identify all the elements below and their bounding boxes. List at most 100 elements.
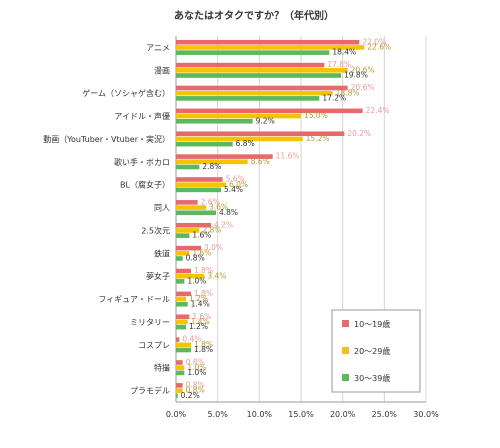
bar [176, 50, 330, 55]
category-label: 漫画 [154, 65, 170, 75]
category-label: 夢女子 [146, 271, 170, 281]
bar [176, 90, 333, 96]
bar [176, 154, 273, 159]
data-label: 20.6% [351, 83, 375, 92]
data-label: 3.6% [209, 203, 228, 212]
bar [176, 205, 206, 210]
category-label: 2.5次元 [141, 225, 170, 235]
data-label: 20.6% [351, 65, 375, 74]
bar [176, 324, 186, 330]
data-label: 22.4% [366, 106, 390, 115]
data-label: 9.2% [256, 116, 275, 125]
bar [176, 291, 191, 297]
bar [176, 108, 363, 114]
data-label: 18.8% [336, 88, 360, 97]
bar [176, 314, 190, 320]
data-label: 20.2% [347, 129, 371, 138]
data-label: 8.6% [251, 157, 270, 166]
category-label: 動画（YouTuber・Vtuber・実況） [43, 134, 170, 144]
x-tick-label: 20.0% [330, 410, 356, 419]
bar [176, 296, 186, 302]
bar [176, 182, 226, 187]
x-tick-label: 10.0% [247, 410, 273, 419]
bar [176, 200, 198, 205]
data-label: 1.2% [189, 322, 208, 331]
data-label: 5.6% [226, 175, 245, 184]
bar [176, 273, 205, 279]
data-label: 0.8% [186, 254, 205, 263]
data-label: 1.2% [189, 294, 208, 303]
data-label: 17.2% [322, 93, 346, 102]
legend: 10〜19歳 20〜29歳 30〜39歳 [331, 309, 421, 393]
bar [176, 245, 201, 251]
data-label: 1.8% [194, 340, 213, 349]
bar [176, 118, 253, 124]
category-label: 特撮 [154, 363, 170, 373]
category-label: ミリタリー [130, 318, 170, 327]
data-label: 1.0% [187, 363, 206, 372]
category-label: プラモデル [130, 386, 170, 396]
data-label: 19.8% [344, 71, 368, 80]
data-label: 6.8% [236, 139, 255, 148]
data-label: 2.8% [202, 162, 221, 171]
chart-title: あなたはオタクですか？（年代別） [174, 9, 334, 22]
bar [176, 360, 183, 365]
bar [176, 251, 190, 256]
category-label: 同人 [154, 204, 170, 213]
bar [176, 268, 191, 274]
bar [176, 136, 303, 142]
data-label: 5.4% [224, 185, 243, 194]
category-label: アニメ [146, 43, 170, 52]
category-label: 鉄道 [154, 248, 170, 258]
data-label: 1.4% [191, 317, 210, 326]
category-label: BL（腐女子） [120, 180, 170, 190]
legend-entry: 20〜29歳 [354, 346, 390, 356]
data-label: 4.2% [214, 220, 233, 229]
bar [176, 131, 345, 137]
data-label: 1.8% [194, 345, 213, 354]
data-label: 1.6% [192, 312, 211, 321]
data-label: 6.0% [229, 180, 248, 189]
data-label: 3.0% [204, 243, 223, 252]
bar [176, 39, 360, 45]
data-label: 1.8% [194, 266, 213, 275]
bar [176, 365, 185, 370]
data-label: 17.8% [327, 60, 351, 69]
bar [176, 113, 301, 119]
x-tick-label: 5.0% [208, 410, 229, 419]
data-label: 4.8% [219, 208, 238, 217]
bar [176, 383, 183, 388]
bar [176, 388, 183, 393]
bar [176, 62, 325, 68]
bar [176, 342, 191, 348]
bar [176, 159, 248, 165]
x-tick-label: 15.0% [288, 410, 314, 419]
data-label: 1.8% [194, 289, 213, 298]
bar [176, 210, 216, 216]
bar [176, 319, 188, 325]
legend-entry: 30〜39歳 [354, 373, 390, 383]
x-tick-label: 0.0% [166, 410, 187, 419]
bar [176, 256, 183, 261]
data-labels: 22.0%22.6%18.4%17.8%20.6%19.8%20.6%18.8%… [181, 37, 391, 400]
data-label: 2.8% [202, 226, 221, 235]
data-label: 22.0% [362, 37, 386, 46]
bars [176, 39, 365, 399]
category-label: ゲーム（ソシャゲ含む） [82, 88, 170, 98]
bar [176, 222, 211, 228]
category-label: アイドル・声優 [114, 111, 170, 121]
data-label: 1.6% [192, 248, 211, 257]
data-label: 15.0% [304, 111, 328, 120]
data-label: 11.6% [276, 152, 300, 161]
x-tick-label: 30.0% [413, 410, 439, 419]
legend-swatch [342, 320, 349, 327]
legend-swatch [342, 374, 349, 381]
data-label: 0.8% [186, 358, 205, 367]
category-label: 歌い手・ボカロ [114, 157, 170, 167]
data-label: 1.4% [191, 299, 210, 308]
bar [176, 393, 178, 399]
bar [176, 177, 223, 182]
data-label: 1.0% [187, 276, 206, 285]
